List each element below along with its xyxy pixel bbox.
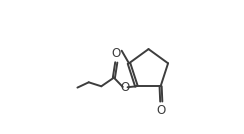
- Text: O: O: [157, 104, 166, 117]
- Text: O: O: [112, 47, 121, 60]
- Text: O: O: [121, 81, 130, 94]
